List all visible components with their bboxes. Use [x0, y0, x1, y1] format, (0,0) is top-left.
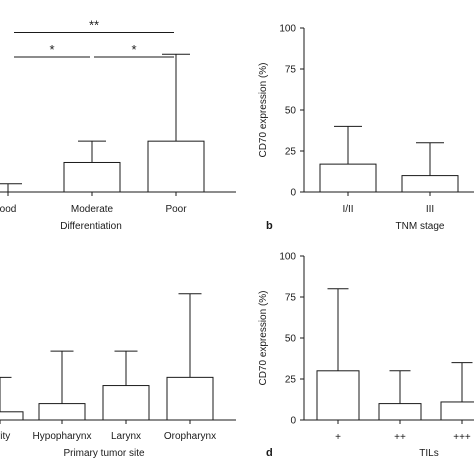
x-tick-label: avity [0, 431, 10, 442]
y-tick-label: 75 [285, 293, 297, 304]
x-axis-title: TILs [419, 448, 438, 459]
y-tick-label: 25 [285, 375, 297, 386]
significance-label: * [131, 42, 136, 57]
y-tick-label: 100 [279, 24, 296, 35]
x-tick-label: + [335, 432, 341, 443]
bar [316, 370, 360, 421]
panel-c-primary-tumor-site: avity Hypopharynx Larynx Oropharynx Primary … [0, 293, 236, 459]
x-tick-label: I/II [342, 204, 353, 215]
panel-letter: b [266, 220, 273, 232]
x-tick-label: Larynx [111, 431, 141, 442]
x-axis-title: Primary tumor site [63, 448, 145, 459]
x-tick-label: ood [0, 204, 16, 215]
y-axis-title: CD70 expression (%) [258, 62, 269, 157]
x-tick-label: III [426, 204, 434, 215]
y-tick-label: 100 [279, 252, 296, 263]
x-tick-label: Moderate [71, 204, 114, 215]
x-tick-label: +++ [453, 432, 471, 443]
y-tick-label: 50 [285, 106, 297, 117]
y-axis-title: CD70 expression (%) [258, 290, 269, 385]
bar [63, 161, 121, 193]
y-tick-label: 25 [285, 147, 297, 158]
y-tick-label: 50 [285, 334, 297, 345]
x-axis-title: Differentiation [60, 221, 122, 232]
y-tick-label: 0 [290, 416, 296, 427]
bar [378, 403, 422, 421]
x-axis-title: TNM stage [396, 221, 445, 232]
x-tick-label: Hypopharynx [33, 431, 92, 442]
bar [401, 175, 459, 193]
significance-label: ** [89, 17, 99, 32]
bar [147, 140, 205, 193]
bar [0, 411, 24, 421]
bar [440, 401, 474, 421]
bar [102, 385, 150, 421]
y-tick-label: 0 [290, 188, 296, 199]
panel-b-tnm-stage: 0 25 50 75 100 CD70 expression (%) I/II III TNM … [258, 24, 474, 232]
bar [166, 376, 214, 421]
x-tick-label: Poor [165, 204, 187, 215]
significance-label: * [49, 42, 54, 57]
y-tick-label: 75 [285, 65, 297, 76]
bar [38, 403, 86, 421]
panel-letter: d [266, 447, 273, 459]
x-tick-label: ++ [394, 432, 406, 443]
bar [319, 163, 377, 193]
x-tick-label: Oropharynx [164, 431, 216, 442]
